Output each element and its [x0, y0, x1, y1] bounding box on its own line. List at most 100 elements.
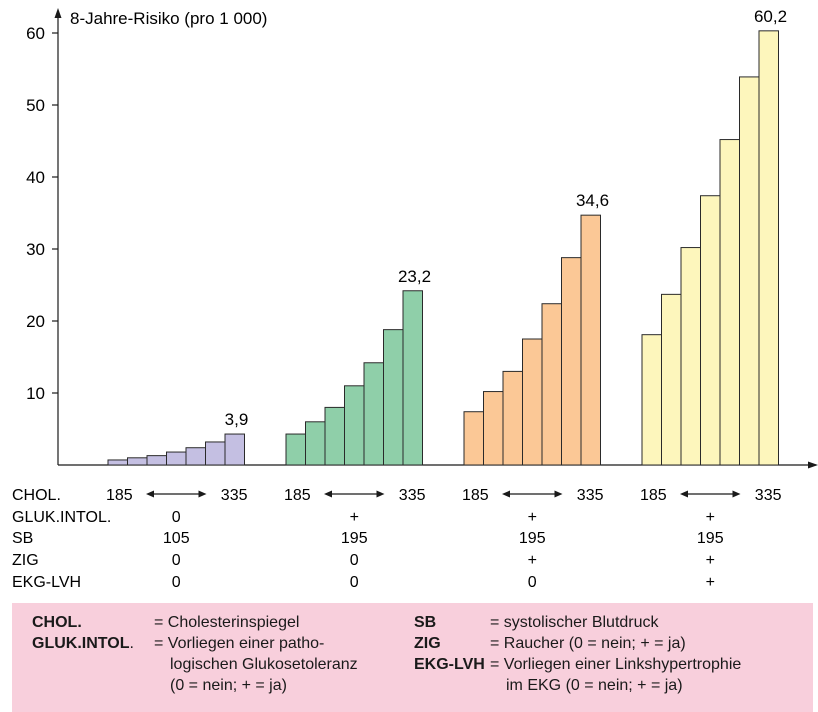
- bars: [107, 30, 779, 466]
- legend-ekg-def-2: im EKG (0 = nein; + = ja): [506, 677, 683, 694]
- peak-label: 3,9: [225, 410, 249, 429]
- bar: [363, 362, 384, 466]
- legend-chol-term: CHOL.: [32, 614, 82, 631]
- chol-to: 335: [221, 487, 248, 504]
- y-tick-label: 10: [26, 384, 45, 403]
- cell-gluk: +: [706, 509, 715, 526]
- bar: [205, 441, 226, 466]
- cell-sb: 195: [519, 530, 546, 547]
- legend-sb: SB: [414, 612, 436, 633]
- bar: [680, 247, 701, 466]
- bar: [502, 370, 523, 466]
- bar: [166, 451, 187, 466]
- bar: [541, 303, 562, 466]
- legend-zig-term: ZIG: [414, 635, 441, 652]
- bar: [522, 338, 543, 466]
- peak-label: 34,6: [576, 191, 609, 210]
- bar: [719, 139, 740, 466]
- legend-sb-term: SB: [414, 614, 437, 631]
- chol-from: 185: [640, 487, 667, 504]
- legend-ekg: EKG-LVH: [414, 654, 485, 675]
- chol-from: 185: [106, 487, 133, 504]
- bar: [483, 391, 504, 466]
- risk-chart: 8-Jahre-Risiko (pro 1 000) 102030405060 …: [12, 7, 818, 591]
- chol-range-arrow-left: [324, 490, 332, 498]
- row-label-chol: CHOL.: [12, 487, 61, 504]
- cell-sb: 195: [341, 530, 368, 547]
- bar: [383, 329, 404, 466]
- row-label-gluk: GLUK.INTOL.: [12, 509, 111, 526]
- cell-zig: 0: [172, 552, 181, 569]
- chol-to: 335: [399, 487, 426, 504]
- bar: [285, 433, 306, 466]
- cell-sb: 195: [697, 530, 724, 547]
- bar: [127, 457, 148, 466]
- bar: [344, 385, 365, 466]
- legend-zig-def: = Raucher (0 = nein; + = ja): [490, 635, 686, 652]
- bar: [641, 334, 662, 466]
- chol-to: 335: [577, 487, 604, 504]
- y-axis-arrow: [54, 8, 62, 18]
- legend-gluk-def-3: (0 = nein; + = ja): [170, 677, 287, 694]
- legend-zig: ZIG: [414, 633, 441, 654]
- y-tick-label: 50: [26, 96, 45, 115]
- legend-chol-def: = Cholesterinspiegel: [154, 614, 300, 631]
- cell-ekg: 0: [528, 574, 537, 591]
- legend-gluk: GLUK.INTOL.: [32, 633, 134, 654]
- chol-from: 185: [462, 487, 489, 504]
- bar: [107, 459, 128, 466]
- chol-range-arrow-left: [502, 490, 510, 498]
- legend-gluk-dot: .: [129, 635, 134, 652]
- x-axis-arrow: [808, 461, 818, 469]
- chol-range-arrow-left: [146, 490, 154, 498]
- legend-gluk-term: GLUK.INTOL: [32, 635, 130, 652]
- chol-to: 335: [755, 487, 782, 504]
- legend-box: CHOL. = Cholesterinspiegel GLUK.INTOL. =…: [12, 603, 813, 712]
- y-tick-label: 30: [26, 240, 45, 259]
- y-tick-label: 60: [26, 24, 45, 43]
- legend-ekg-term: EKG-LVH: [414, 656, 485, 673]
- cell-gluk: +: [350, 509, 359, 526]
- cell-zig: 0: [350, 552, 359, 569]
- legend-gluk-def-1: = Vorliegen einer patho-: [154, 635, 325, 652]
- bar: [739, 76, 760, 466]
- bar: [305, 421, 326, 466]
- legend-gluk-def-2: logischen Glukosetoleranz: [170, 656, 358, 673]
- chol-range-arrow-left: [680, 490, 688, 498]
- legend-ekg-def-1: = Vorliegen einer Linkshypertrophie: [490, 656, 742, 673]
- cell-zig: +: [528, 552, 537, 569]
- chol-range-arrow-right: [732, 490, 741, 498]
- chol-range-arrow-right: [554, 490, 563, 498]
- cell-gluk: +: [528, 509, 537, 526]
- cell-ekg: 0: [172, 574, 181, 591]
- peak-labels: 3,9 23,2 34,6 60,2: [225, 7, 787, 429]
- legend-chol: CHOL.: [32, 612, 82, 633]
- peak-label: 60,2: [754, 7, 787, 26]
- parameter-table: CHOL. GLUK.INTOL. SB ZIG EKG-LVH 185 335 0…: [12, 487, 782, 591]
- cell-sb: 105: [163, 530, 190, 547]
- row-label-sb: SB: [12, 530, 33, 547]
- bar: [758, 30, 779, 466]
- bar: [661, 293, 682, 466]
- cell-zig: +: [706, 552, 715, 569]
- bar: [463, 411, 484, 466]
- chol-range-arrow-right: [198, 490, 207, 498]
- chol-range-arrow-right: [376, 490, 385, 498]
- legend-sb-def: = systolischer Blutdruck: [490, 614, 659, 631]
- bar: [324, 406, 345, 466]
- chart-title: 8-Jahre-Risiko (pro 1 000): [70, 9, 267, 28]
- row-label-ekg: EKG-LVH: [12, 574, 81, 591]
- chol-from: 185: [284, 487, 311, 504]
- y-ticks: 10 20 30 40 50 60: [26, 24, 58, 403]
- peak-label: 23,2: [398, 267, 431, 286]
- bar: [561, 257, 582, 466]
- bar: [580, 214, 601, 466]
- cell-ekg: +: [706, 574, 715, 591]
- y-tick-label: 40: [26, 168, 45, 187]
- bar: [185, 447, 206, 466]
- cell-ekg: 0: [350, 574, 359, 591]
- bar: [224, 433, 245, 466]
- bar: [700, 195, 721, 466]
- row-label-zig: ZIG: [12, 552, 39, 569]
- y-tick-label: 20: [26, 312, 45, 331]
